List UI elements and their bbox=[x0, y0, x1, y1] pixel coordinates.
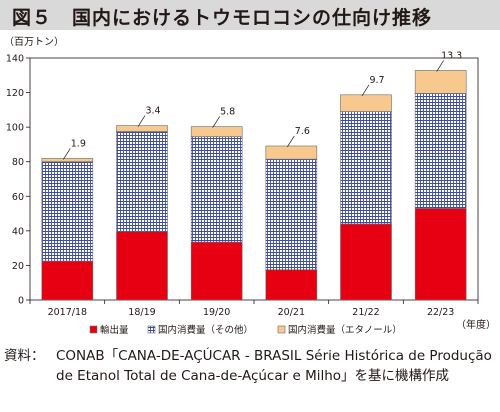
x-tick-label: 21/22 bbox=[352, 307, 379, 318]
legend: 輸出量 国内消費量（その他） 国内消費量（エタノール） bbox=[89, 324, 402, 336]
data-label: 1.9 bbox=[71, 138, 86, 149]
source-note: 資料： CONAB「CANA-DE-AÇÚCAR - BRASIL Série … bbox=[4, 346, 498, 386]
bar-segment bbox=[340, 223, 392, 301]
x-tick-label: 19/20 bbox=[203, 307, 230, 318]
bar-segment bbox=[116, 231, 168, 301]
y-unit-label: （百万トン） bbox=[4, 36, 64, 48]
legend-swatch bbox=[89, 325, 98, 334]
axes: 0 20 40 60 80 100 120 140 2017/18 18/19 19/20 20/21… bbox=[6, 54, 479, 318]
x-axis-label: （年度） bbox=[456, 318, 496, 331]
y-tick-label: 120 bbox=[6, 88, 24, 99]
bar-segment bbox=[414, 93, 467, 209]
bar-segment bbox=[414, 208, 467, 301]
chart-title: 図５ 国内におけるトウモロコシの仕向け推移 bbox=[12, 7, 433, 29]
y-tick-label: 80 bbox=[12, 157, 24, 168]
title-bar: 図５ 国内におけるトウモロコシの仕向け推移 bbox=[0, 0, 500, 30]
data-label: 13.3 bbox=[441, 50, 462, 61]
y-tick-label: 40 bbox=[12, 226, 24, 237]
y-tick-label: 140 bbox=[6, 54, 24, 65]
legend-label: 国内消費量（その他） bbox=[158, 324, 253, 336]
data-label: 9.7 bbox=[369, 75, 384, 86]
data-label: 5.8 bbox=[220, 107, 235, 118]
stacked-bar-chart: （百万トン） 0 20 40 60 80 100 120 140 2017/18 18/19 19/… bbox=[4, 36, 496, 336]
source-text: CONAB「CANA-DE-AÇÚCAR - BRASIL Série Hist… bbox=[56, 348, 492, 384]
plot-frame bbox=[29, 57, 479, 301]
bars bbox=[41, 70, 467, 301]
legend-swatch bbox=[147, 325, 156, 334]
bar-segment bbox=[190, 136, 243, 243]
y-tick-label: 100 bbox=[6, 123, 24, 134]
annotation-leader bbox=[287, 135, 295, 148]
y-tick-label: 20 bbox=[12, 261, 24, 272]
y-tick-label: 0 bbox=[18, 296, 24, 307]
y-tick-label: 60 bbox=[12, 192, 24, 203]
legend-label: 国内消費量（エタノール） bbox=[288, 324, 402, 336]
data-label: 7.6 bbox=[295, 126, 310, 137]
source-label: 資料： bbox=[4, 348, 45, 364]
annotation-leader bbox=[436, 60, 444, 72]
bar-segment bbox=[265, 269, 318, 301]
annotations: 1.9 3.4 5.8 7.6 9.7 13.3 bbox=[63, 50, 462, 160]
bar-segment bbox=[414, 70, 467, 94]
bar-segment bbox=[41, 161, 94, 262]
annotation-leader bbox=[361, 84, 370, 97]
annotation-leader bbox=[63, 148, 71, 160]
bar-segment bbox=[265, 145, 318, 160]
x-tick-label: 22/23 bbox=[427, 307, 454, 318]
bar-segment bbox=[116, 125, 168, 132]
x-tick-label: 18/19 bbox=[128, 307, 155, 318]
bar-segment bbox=[41, 158, 94, 163]
bar-segment bbox=[340, 111, 392, 225]
bar-segment bbox=[265, 158, 318, 271]
bar-segment bbox=[116, 131, 168, 233]
bar-segment bbox=[190, 126, 243, 137]
legend-swatch bbox=[277, 325, 286, 334]
annotation-leader bbox=[212, 116, 220, 128]
bar-segment bbox=[41, 260, 94, 301]
data-label: 3.4 bbox=[145, 106, 160, 117]
x-tick-label: 20/21 bbox=[278, 307, 305, 318]
legend-label: 輸出量 bbox=[100, 324, 129, 336]
annotation-leader bbox=[137, 115, 146, 127]
x-tick-label: 2017/18 bbox=[48, 307, 87, 318]
bar-segment bbox=[190, 241, 243, 301]
bar-segment bbox=[340, 94, 392, 112]
